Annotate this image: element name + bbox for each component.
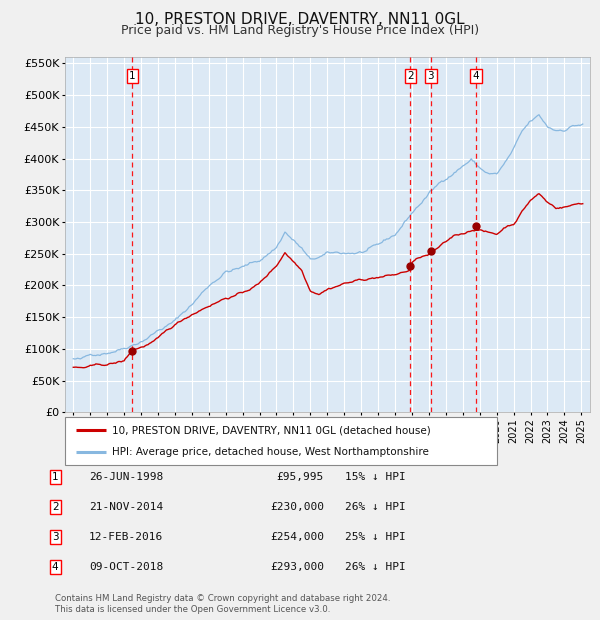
Text: 26% ↓ HPI: 26% ↓ HPI xyxy=(345,562,406,572)
Text: 4: 4 xyxy=(473,71,479,81)
Text: £293,000: £293,000 xyxy=(270,562,324,572)
Text: 09-OCT-2018: 09-OCT-2018 xyxy=(89,562,163,572)
Text: 21-NOV-2014: 21-NOV-2014 xyxy=(89,502,163,512)
Text: 25% ↓ HPI: 25% ↓ HPI xyxy=(345,532,406,542)
Text: Contains HM Land Registry data © Crown copyright and database right 2024.: Contains HM Land Registry data © Crown c… xyxy=(55,593,391,603)
Text: 2: 2 xyxy=(52,502,59,512)
Text: 3: 3 xyxy=(52,532,59,542)
Text: HPI: Average price, detached house, West Northamptonshire: HPI: Average price, detached house, West… xyxy=(112,447,429,457)
Text: 10, PRESTON DRIVE, DAVENTRY, NN11 0GL: 10, PRESTON DRIVE, DAVENTRY, NN11 0GL xyxy=(135,12,465,27)
Text: 12-FEB-2016: 12-FEB-2016 xyxy=(89,532,163,542)
Text: 15% ↓ HPI: 15% ↓ HPI xyxy=(345,472,406,482)
Text: £95,995: £95,995 xyxy=(277,472,324,482)
Text: 4: 4 xyxy=(52,562,59,572)
Text: 10, PRESTON DRIVE, DAVENTRY, NN11 0GL (detached house): 10, PRESTON DRIVE, DAVENTRY, NN11 0GL (d… xyxy=(112,425,431,435)
Text: 3: 3 xyxy=(428,71,434,81)
Text: 26% ↓ HPI: 26% ↓ HPI xyxy=(345,502,406,512)
Text: £230,000: £230,000 xyxy=(270,502,324,512)
Text: This data is licensed under the Open Government Licence v3.0.: This data is licensed under the Open Gov… xyxy=(55,604,331,614)
Text: 26-JUN-1998: 26-JUN-1998 xyxy=(89,472,163,482)
Text: Price paid vs. HM Land Registry's House Price Index (HPI): Price paid vs. HM Land Registry's House … xyxy=(121,24,479,37)
Text: £254,000: £254,000 xyxy=(270,532,324,542)
Text: 1: 1 xyxy=(52,472,59,482)
Text: 1: 1 xyxy=(129,71,136,81)
Text: 2: 2 xyxy=(407,71,413,81)
